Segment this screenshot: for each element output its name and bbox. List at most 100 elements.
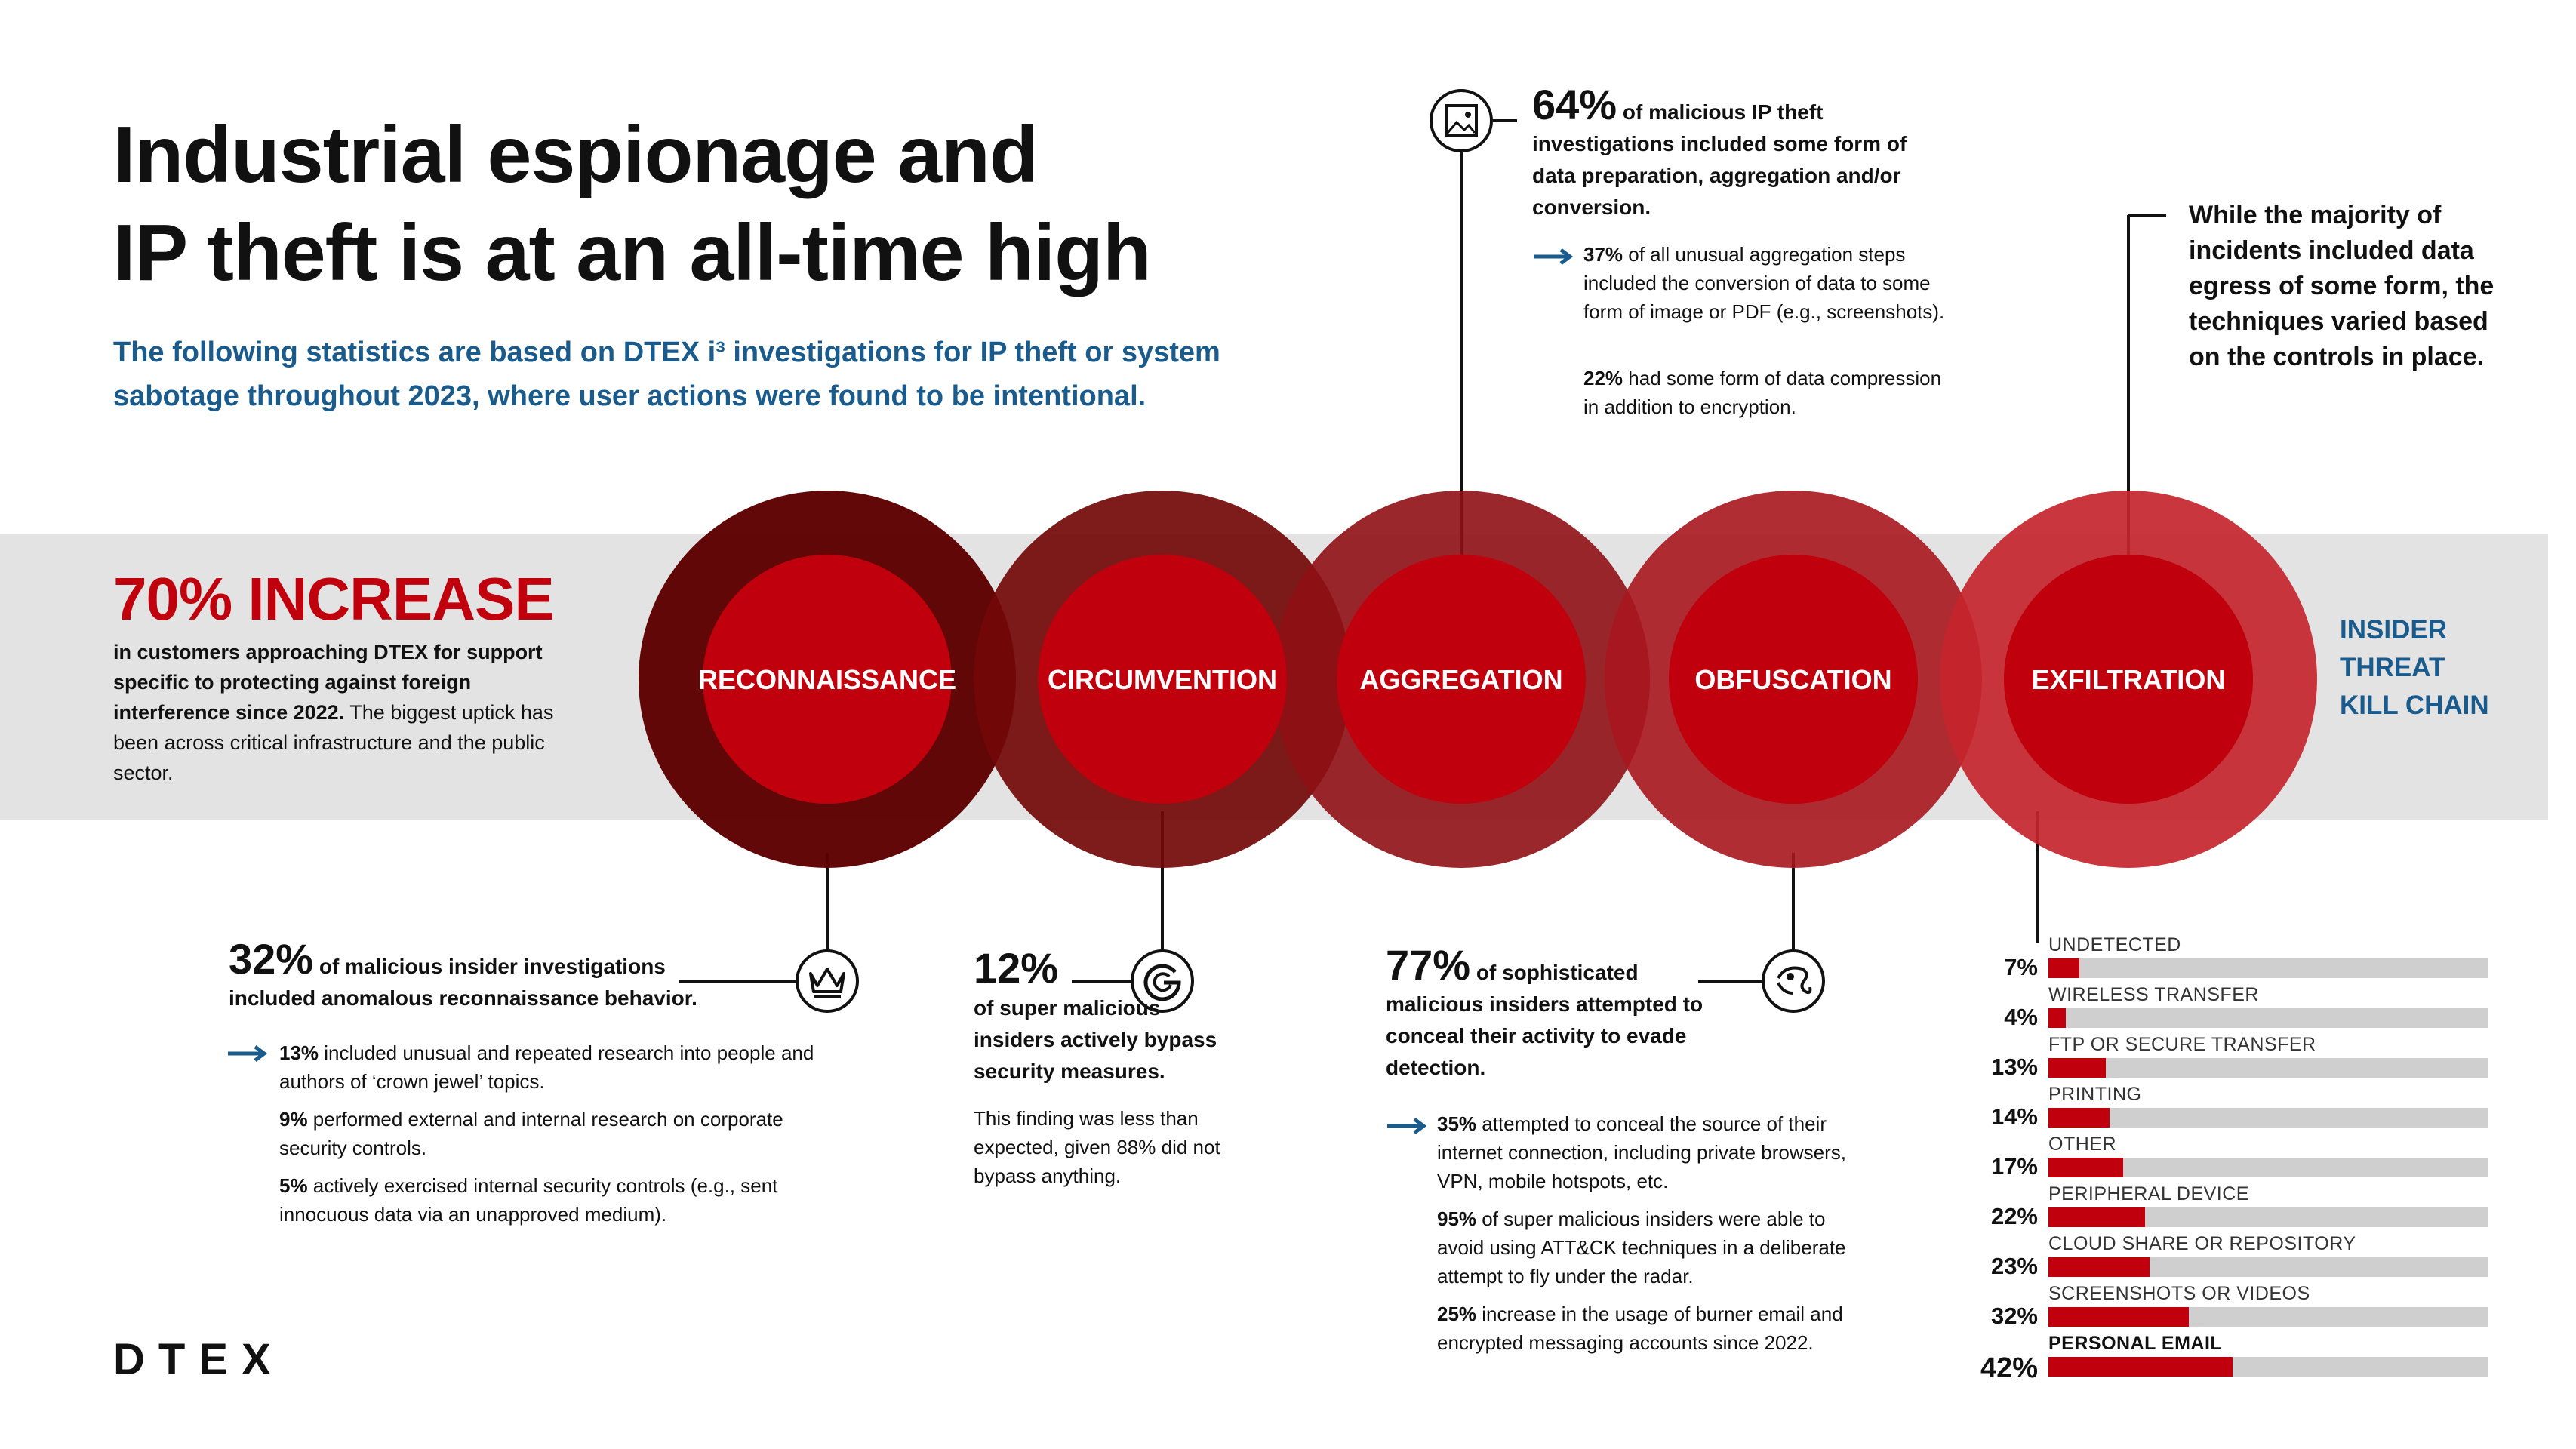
- obfuscation-lead-b: malicious insiders attempted to conceal …: [1386, 992, 1703, 1079]
- reconnaissance-detail-3-text: actively exercised internal security con…: [279, 1174, 778, 1226]
- bar-percent: 32%: [1990, 1303, 2038, 1329]
- reconnaissance-detail-2-pct: 9%: [279, 1108, 308, 1131]
- reconnaissance-lead-a: of malicious insider investigations: [319, 955, 666, 978]
- bar-track: [2048, 958, 2488, 978]
- kill-chain-line-1: INSIDER: [2340, 615, 2447, 645]
- obfuscation-detail-1: 35% attempted to conceal the source of t…: [1437, 1109, 1867, 1195]
- stage-label-exfiltration: EXFILTRATION: [2032, 664, 2226, 695]
- obfuscation-detail-2: 95% of super malicious insiders were abl…: [1437, 1204, 1867, 1291]
- stage-inner-exfiltration: [2004, 555, 2253, 804]
- circumvention-note: This finding was less than expected, giv…: [974, 1107, 1220, 1187]
- bar-label: PERSONAL EMAIL: [2048, 1333, 2223, 1354]
- bar-track: [2048, 1208, 2488, 1227]
- bar-percent: 13%: [1990, 1054, 2038, 1080]
- reconnaissance-detail-2: 9% performed external and internal resea…: [279, 1105, 823, 1162]
- reconnaissance-detail-2-text: performed external and internal research…: [279, 1108, 783, 1159]
- aggregation-detail-1-text: of all unusual aggregation steps include…: [1583, 243, 1945, 323]
- bar-fill: [2048, 1008, 2067, 1028]
- increase-bold-text: in customers approaching DTEX for suppor…: [113, 641, 543, 724]
- bar-percent: 17%: [1990, 1153, 2038, 1180]
- page-title: Industrial espionage and IP theft is at …: [113, 106, 1152, 302]
- stage-label-aggregation: AGGREGATION: [1359, 664, 1562, 695]
- reconnaissance-detail-3: 5% actively exercised internal security …: [279, 1171, 823, 1229]
- bar-percent: 7%: [2004, 954, 2038, 980]
- arrow-icon: [1387, 1118, 1427, 1134]
- arrow-icon: [228, 1045, 268, 1062]
- obfuscation-detail-1-text: attempted to conceal the source of their…: [1437, 1112, 1846, 1192]
- bar-fill: [2048, 1257, 2150, 1277]
- title-line-1: Industrial espionage and: [113, 110, 1039, 199]
- bar-fill: [2048, 1058, 2106, 1078]
- exfiltration-note: While the majority of incidents included…: [2189, 201, 2494, 371]
- bar-label: PRINTING: [2048, 1084, 2142, 1105]
- aggregation-detail-1-pct: 37%: [1583, 243, 1623, 266]
- bar-label: WIRELESS TRANSFER: [2048, 984, 2259, 1005]
- bar-label: OTHER: [2048, 1134, 2116, 1155]
- bar-fill: [2048, 1307, 2190, 1327]
- increase-text: The biggest uptick has been across criti…: [113, 701, 554, 784]
- stage-inner-circumvention: [1038, 555, 1287, 804]
- bar-label: CLOUD SHARE OR REPOSITORY: [2048, 1233, 2356, 1254]
- bar-percent: 14%: [1990, 1103, 2038, 1130]
- bar-percent: 42%: [1980, 1352, 2038, 1384]
- bar-track: [2048, 1058, 2488, 1078]
- circumvention-lead: of super malicious insiders actively byp…: [974, 996, 1217, 1083]
- bar-label: PERIPHERAL DEVICE: [2048, 1183, 2249, 1204]
- stage-label-circumvention: CIRCUMVENTION: [1048, 664, 1277, 695]
- image-icon: [1430, 89, 1493, 152]
- reconnaissance-detail-1-pct: 13%: [279, 1041, 319, 1064]
- bar-track: [2048, 1357, 2488, 1377]
- aggregation-detail-1: 37% of all unusual aggregation steps inc…: [1583, 240, 1961, 326]
- bar-percent: 22%: [1990, 1203, 2038, 1229]
- reconnaissance-detail-3-pct: 5%: [279, 1174, 308, 1197]
- bar-track: [2048, 1158, 2488, 1177]
- reconnaissance-detail-1-text: included unusual and repeated research i…: [279, 1041, 814, 1093]
- bar-label: FTP OR SECURE TRANSFER: [2048, 1034, 2316, 1055]
- stage-inner-reconnaissance: [703, 555, 952, 804]
- reconnaissance-lead-b: included anomalous reconnaissance behavi…: [229, 986, 697, 1010]
- obfuscation-big: 77%: [1386, 941, 1471, 989]
- bar-fill: [2048, 1208, 2146, 1227]
- reconnaissance-big: 32%: [229, 935, 314, 983]
- obfuscation-detail-3: 25% increase in the usage of burner emai…: [1437, 1300, 1867, 1357]
- aggregation-detail-2: 22% had some form of data compression in…: [1583, 364, 1961, 421]
- stage-label-obfuscation: OBFUSCATION: [1694, 664, 1891, 695]
- g-circle-icon: [1131, 949, 1194, 1013]
- aggregation-big: 64%: [1532, 81, 1617, 128]
- dtex-logo: DTEX: [113, 1335, 285, 1384]
- stage-inner-aggregation: [1337, 555, 1586, 804]
- kill-chain-label: INSIDER THREAT KILL CHAIN: [2340, 611, 2489, 724]
- crown-icon: [796, 949, 859, 1013]
- obfuscation-detail-2-pct: 95%: [1437, 1208, 1477, 1230]
- obfuscation-detail-1-pct: 35%: [1437, 1112, 1477, 1135]
- reconnaissance-detail-1: 13% included unusual and repeated resear…: [279, 1038, 823, 1096]
- obfuscation-detail-3-pct: 25%: [1437, 1303, 1477, 1325]
- obfuscation-detail-3-text: increase in the usage of burner email an…: [1437, 1303, 1843, 1354]
- bar-label: SCREENSHOTS OR VIDEOS: [2048, 1283, 2310, 1304]
- reconnaissance-stat: 32% of malicious insider investigations …: [229, 938, 833, 1014]
- bar-fill: [2048, 1357, 2233, 1377]
- bar-percent: 4%: [2004, 1004, 2038, 1030]
- arrow-icon: [1534, 248, 1574, 265]
- aggregation-lead-a: of malicious IP theft: [1622, 100, 1824, 124]
- bar-fill: [2048, 958, 2079, 978]
- bar-track: [2048, 1008, 2488, 1028]
- bar-track: [2048, 1307, 2488, 1327]
- aggregation-detail-2-text: had some form of data compression in add…: [1583, 367, 1942, 418]
- subtitle: The following statistics are based on DT…: [113, 337, 1220, 412]
- title-line-2: IP theft is at an all-time high: [113, 208, 1152, 297]
- aggregation-lead-b: investigations included some form of dat…: [1532, 132, 1907, 219]
- aggregation-stat: 64% of malicious IP theft investigations…: [1532, 84, 1955, 223]
- stage-inner-obfuscation: [1669, 555, 1918, 804]
- bar-label: UNDETECTED: [2048, 934, 2181, 955]
- bar-track: [2048, 1108, 2488, 1128]
- obfuscation-lead-a: of sophisticated: [1476, 961, 1639, 984]
- bar-percent: 23%: [1990, 1253, 2038, 1279]
- bar-fill: [2048, 1108, 2110, 1128]
- obfuscation-stat: 77% of sophisticated malicious insiders …: [1386, 944, 1740, 1084]
- kill-chain-line-3: KILL CHAIN: [2340, 691, 2489, 720]
- aggregation-detail-2-pct: 22%: [1583, 367, 1623, 389]
- increase-headline: 70% INCREASE: [113, 565, 555, 632]
- bar-fill: [2048, 1158, 2123, 1177]
